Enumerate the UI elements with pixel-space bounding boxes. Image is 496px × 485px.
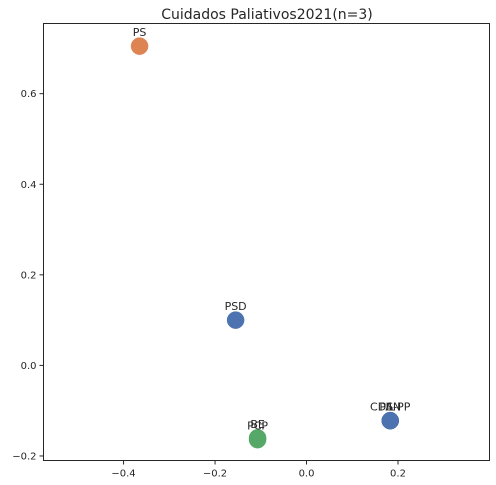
y-tick-label: −0.2: [12, 451, 36, 462]
point-label: IL: [386, 401, 396, 414]
point-label: PSD: [225, 300, 247, 313]
x-tick-label: −0.2: [203, 469, 227, 480]
point-label: BE: [250, 418, 265, 431]
point-label: CDS-PP: [370, 401, 411, 414]
x-axis: −0.4 −0.2 0.0 0.2: [111, 460, 406, 480]
x-tick-label: 0.0: [299, 469, 315, 480]
data-point: [226, 311, 245, 329]
y-tick-label: 0.0: [21, 361, 37, 372]
x-tick-label: 0.2: [390, 469, 406, 480]
point-label: PAN: [379, 401, 401, 414]
y-tick-label: 0.6: [21, 89, 37, 100]
plot-frame: [43, 23, 490, 461]
data-point: [248, 430, 267, 449]
x-tick-label: −0.4: [111, 469, 135, 480]
chart-title: Cuidados Paliativos2021(n=3): [161, 7, 373, 23]
data-points: [130, 37, 399, 449]
data-point: [381, 411, 399, 430]
y-tick-label: 0.4: [21, 180, 37, 191]
data-point: [130, 37, 149, 55]
y-tick-label: 0.2: [21, 270, 37, 281]
y-axis: −0.2 0.0 0.2 0.4 0.6: [12, 89, 44, 462]
point-label: PS: [133, 26, 147, 39]
point-label: PCP: [247, 420, 268, 433]
